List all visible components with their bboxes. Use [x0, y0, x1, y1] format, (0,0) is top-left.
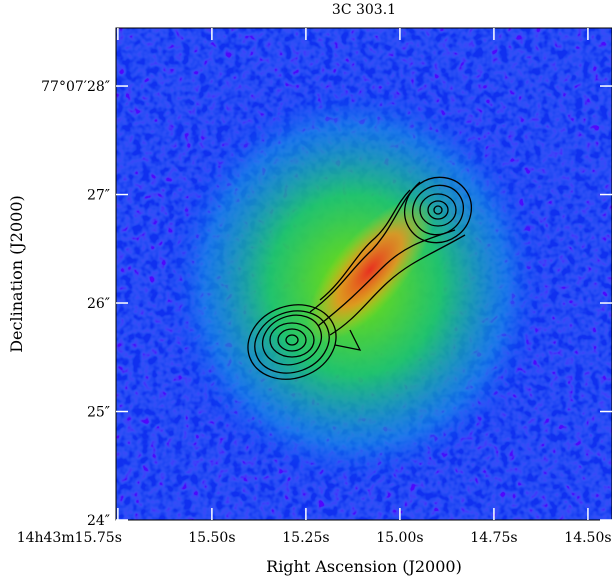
- y-tick-label: 25″: [87, 405, 110, 421]
- x-axis-label: Right Ascension (J2000): [266, 557, 462, 576]
- y-tick-label: 27″: [87, 188, 110, 204]
- frame: [115, 27, 612, 521]
- y-axis-label: Declination (J2000): [7, 195, 26, 353]
- x-tick-label: 14h43m15.75s: [17, 530, 122, 546]
- y-tick-label: 26″: [87, 296, 110, 312]
- x-tick-label: 14.50s: [564, 530, 611, 546]
- y-tick-label: 77°07′28″: [41, 79, 110, 95]
- x-tick-label: 15.00s: [376, 530, 423, 546]
- chart-title: 3C 303.1: [332, 2, 396, 18]
- y-tick-label: 24″: [87, 513, 110, 529]
- x-tick-label: 15.25s: [282, 530, 329, 546]
- x-tick-label: 14.75s: [470, 530, 517, 546]
- contours: [247, 176, 473, 380]
- x-tick-label: 15.50s: [188, 530, 235, 546]
- sky-image: [116, 28, 612, 520]
